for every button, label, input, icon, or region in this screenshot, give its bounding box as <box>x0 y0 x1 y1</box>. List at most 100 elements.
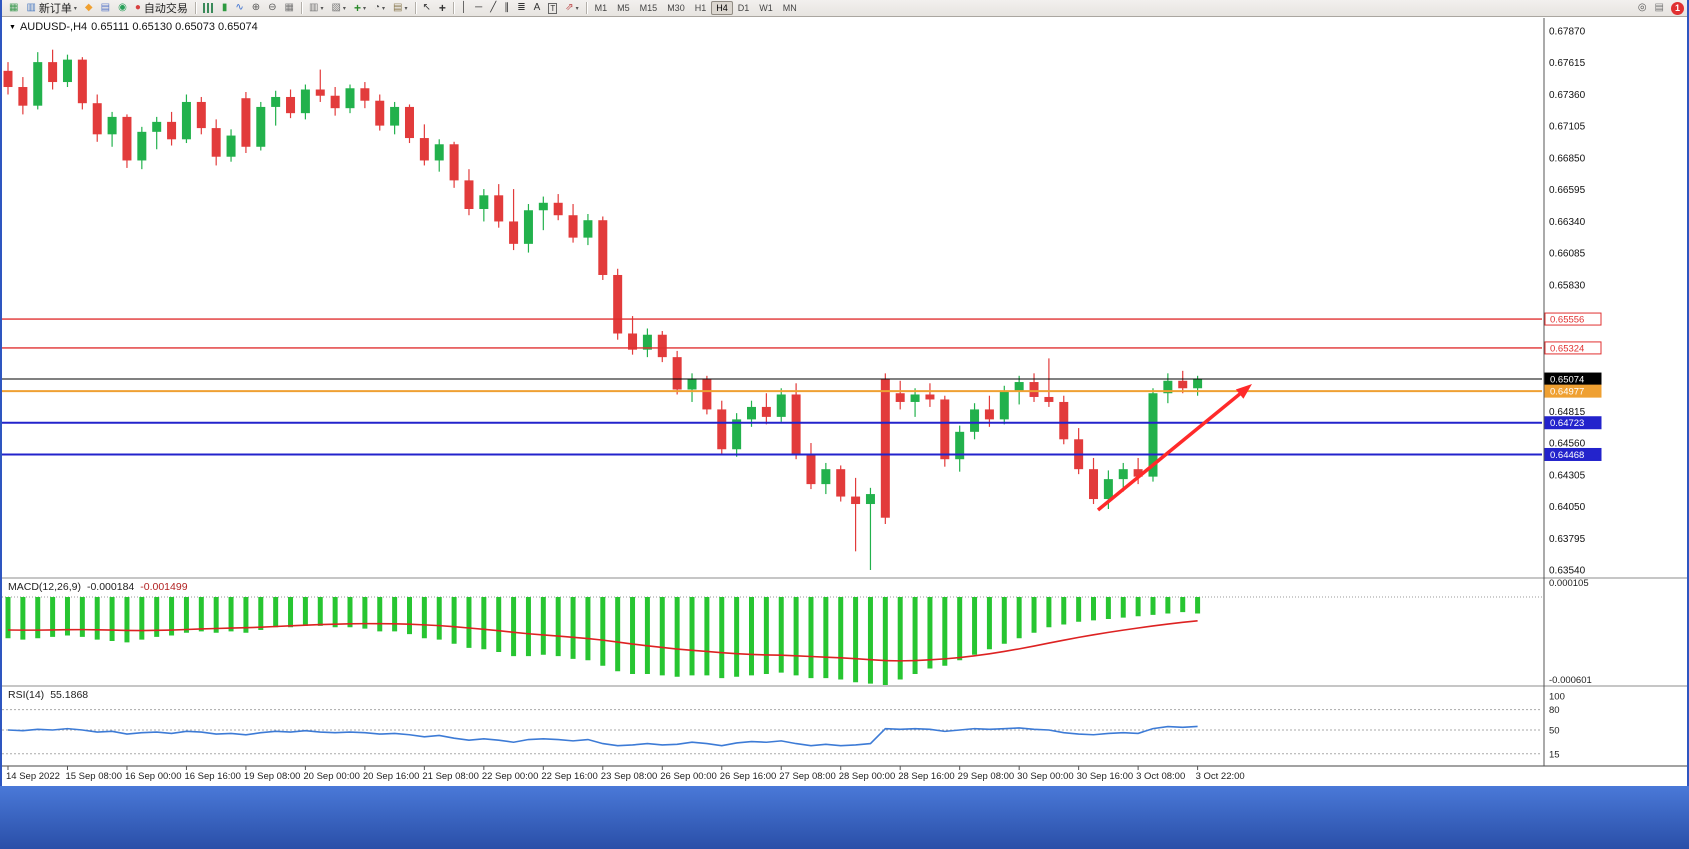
cascade-windows-icon[interactable]: ▧ ▾ <box>328 0 348 17</box>
new-chart-icon[interactable]: ▦ <box>6 0 21 17</box>
candle-body <box>1044 396 1054 402</box>
periods-button[interactable]: ◔ ▾ <box>371 0 388 17</box>
search-icon-glyph: ◎ <box>1637 2 1647 13</box>
arrows-icon-glyph: ⇗ <box>565 2 574 13</box>
text-label-icon[interactable]: T <box>545 0 560 17</box>
candle-body <box>598 220 608 275</box>
chevron-down-icon: ▾ <box>575 5 579 12</box>
svg-text:22 Sep 16:00: 22 Sep 16:00 <box>541 771 598 782</box>
new-order-button[interactable]: ▥ 新订单 ▾ <box>23 0 79 17</box>
timeframe-button-d1[interactable]: D1 <box>737 3 750 13</box>
arrows-icon[interactable]: ⇗ ▾ <box>562 0 581 17</box>
svg-text:0.65324: 0.65324 <box>1550 343 1584 354</box>
candle-body <box>181 101 191 140</box>
tile-windows-icon[interactable]: ▦ <box>282 0 297 17</box>
print-icon[interactable]: ▤ <box>98 0 113 17</box>
timeframe-button-m1[interactable]: M1 <box>594 3 608 13</box>
new-order-button-label: 新订单 <box>38 3 72 15</box>
search-icon[interactable]: ◎ <box>1635 0 1650 17</box>
candle-body <box>18 87 28 106</box>
text-icon[interactable]: A <box>531 0 544 17</box>
autotrade-button[interactable]: ● 自动交易 <box>132 0 191 17</box>
zoom-out-icon[interactable]: ⊖ <box>265 0 279 17</box>
svg-text:50: 50 <box>1549 726 1560 737</box>
timeframe-button-m30[interactable]: M30 <box>667 3 685 13</box>
timeframe-button-w1[interactable]: W1 <box>759 3 773 13</box>
chevron-down-icon: ▾ <box>73 5 77 12</box>
cursor-icon[interactable]: ↖ <box>420 0 434 17</box>
templates-button[interactable]: ▤ ▾ <box>390 0 410 17</box>
mql5-icon[interactable]: ◆ <box>82 0 96 17</box>
svg-text:27 Sep 08:00: 27 Sep 08:00 <box>779 771 836 782</box>
svg-text:15 Sep 08:00: 15 Sep 08:00 <box>65 771 122 782</box>
channel-icon-glyph: ∥ <box>504 2 510 13</box>
channel-icon[interactable]: ∥ <box>501 0 512 17</box>
resistance-line-1-price-tag <box>1544 312 1602 326</box>
notification-badge[interactable]: 1 <box>1671 1 1684 15</box>
candle-body <box>3 70 13 88</box>
timeframe-button-m5[interactable]: M5 <box>617 3 630 13</box>
candle-body <box>1178 380 1188 389</box>
text-label-icon-glyph: T <box>548 2 558 14</box>
candle-body <box>390 106 400 126</box>
timeframe-button-m15[interactable]: M15 <box>639 3 658 13</box>
tile-windows-icon-glyph: ▦ <box>284 2 294 13</box>
fibonacci-icon[interactable]: ≣ <box>514 0 528 17</box>
svg-text:0.63540: 0.63540 <box>1549 566 1586 577</box>
candle-body <box>211 128 221 157</box>
trendline-icon-glyph: ╱ <box>490 2 497 13</box>
crosshair-icon[interactable]: + <box>436 0 449 17</box>
candle-body <box>77 59 87 104</box>
taskbar <box>0 786 1689 849</box>
candle-body <box>538 202 548 211</box>
timeframe-button-mn[interactable]: MN <box>782 3 797 13</box>
candle-body <box>568 215 578 238</box>
trend-arrow[interactable] <box>1096 384 1252 512</box>
community-icon[interactable]: ◉ <box>115 0 130 17</box>
chart-canvas[interactable]: 0.67870 0.67615 0.67360 0.67105 0.66850 0.665… <box>2 18 1687 786</box>
svg-text:0.67870: 0.67870 <box>1549 27 1586 38</box>
svg-text:30 Sep 00:00: 30 Sep 00:00 <box>1017 771 1074 782</box>
candle-body <box>836 469 846 497</box>
svg-text:0.67360: 0.67360 <box>1549 90 1586 101</box>
candle-body <box>955 431 965 460</box>
svg-text:0.64468: 0.64468 <box>1550 450 1584 461</box>
toolbar-separator <box>452 2 454 14</box>
candle-body <box>1118 469 1128 480</box>
timeframe-button-h4[interactable]: H4 <box>711 1 733 15</box>
svg-text:15: 15 <box>1549 749 1560 760</box>
print-icon-glyph: ▤ <box>100 2 111 13</box>
candle-body <box>583 220 593 238</box>
candle-body <box>494 195 504 222</box>
svg-text:30 Sep 16:00: 30 Sep 16:00 <box>1077 771 1134 782</box>
zoom-in-icon[interactable]: ⊕ <box>249 0 263 17</box>
macd-main-value: -0.000184 <box>86 581 135 593</box>
timeframe-button-h1[interactable]: H1 <box>694 3 707 13</box>
news-icon[interactable]: ▤ <box>1652 0 1667 17</box>
svg-text:16 Sep 16:00: 16 Sep 16:00 <box>184 771 241 782</box>
horizontal-line-icon[interactable]: ─ <box>472 0 485 17</box>
svg-text:0.64815: 0.64815 <box>1549 407 1586 418</box>
trendline-icon[interactable]: ╱ <box>487 0 499 17</box>
arrange-windows-icon[interactable]: ▥ ▾ <box>306 0 326 17</box>
vertical-line-icon[interactable]: │ <box>458 0 470 17</box>
support-line-blue-2-price-tag <box>1544 447 1602 461</box>
candle-body <box>1029 382 1039 397</box>
candlestick-chart-icon[interactable]: ▮ <box>219 0 231 17</box>
candle-body <box>925 394 935 400</box>
svg-text:28 Sep 00:00: 28 Sep 00:00 <box>839 771 896 782</box>
indicators-button[interactable]: + ▾ <box>351 0 369 17</box>
candle-body <box>940 399 950 460</box>
fibonacci-icon-glyph: ≣ <box>517 2 526 13</box>
community-icon-glyph: ◉ <box>118 2 127 13</box>
candlestick-chart-icon-glyph: ▮ <box>221 2 228 13</box>
time-axis[interactable] <box>2 766 1687 786</box>
svg-text:3 Oct 08:00: 3 Oct 08:00 <box>1136 771 1185 782</box>
bar-chart-icon[interactable] <box>200 0 217 17</box>
line-chart-icon[interactable]: ∿ <box>232 0 246 17</box>
window-menu-icon[interactable]: ▼ <box>9 23 16 31</box>
candle-body <box>553 202 563 216</box>
svg-text:20 Sep 00:00: 20 Sep 00:00 <box>303 771 360 782</box>
candle-body <box>315 89 325 96</box>
mt4-window: ▦ ▥ 新订单 ▾ ◆ ▤ ◉ ● 自动交易 ▮ ∿ ⊕ ⊖ ▦ ▥ ▾ ▧ ▾ + ▾ ◔ ▾ ▤ ▾ ↖ + │ ─ ╱ ∥ ≣ A T ⇗ ▾… <box>2 0 1687 786</box>
